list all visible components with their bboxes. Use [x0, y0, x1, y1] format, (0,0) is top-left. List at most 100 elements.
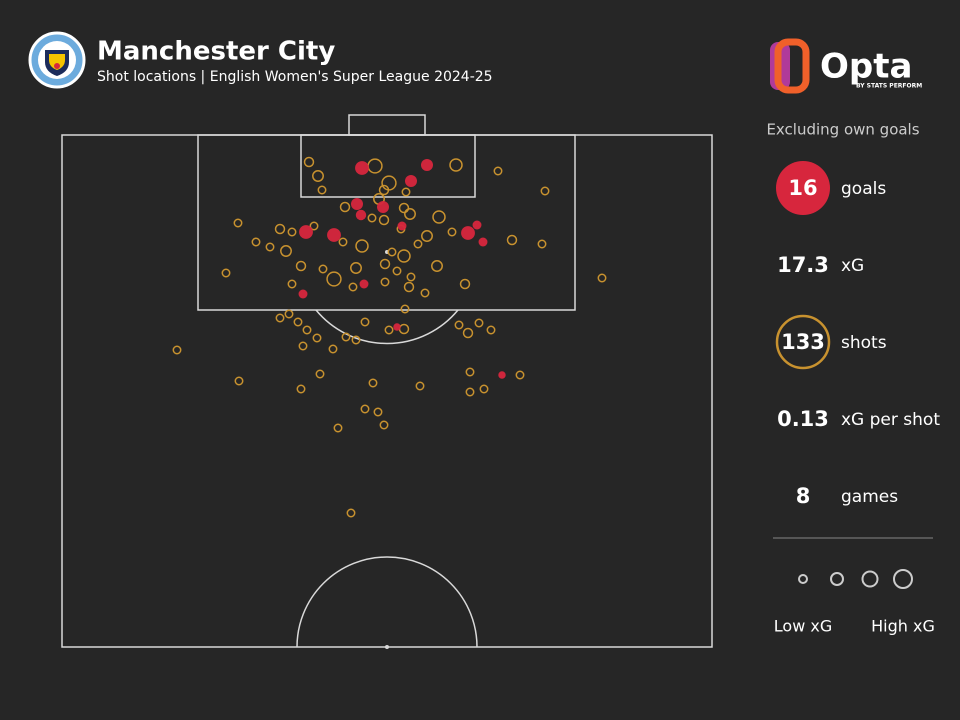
shot-marker: [397, 249, 411, 263]
shot-marker: [367, 213, 377, 223]
shot-marker: [401, 187, 411, 197]
size-legend: Low xG High xG: [774, 569, 935, 636]
goal-marker: [377, 201, 389, 213]
shot-marker: [493, 166, 503, 176]
stat-value: 8: [796, 484, 811, 508]
goal-marker: [421, 159, 433, 171]
shot-marker: [479, 384, 489, 394]
shot-marker: [459, 278, 471, 290]
stat-value: 133: [781, 330, 825, 354]
shot-marker: [360, 404, 370, 414]
shot-marker: [338, 237, 348, 247]
shot-marker: [447, 227, 457, 237]
shot-marker: [315, 369, 325, 379]
shot-marker: [172, 345, 182, 355]
shot-marker: [280, 245, 292, 257]
shot-marker: [413, 239, 423, 249]
shot-marker: [367, 158, 383, 174]
goal-marker: [498, 371, 506, 379]
stat-value: 17.3: [777, 253, 829, 277]
shot-marker: [233, 218, 243, 228]
chart-subtitle: Shot locations | English Women's Super L…: [97, 69, 493, 85]
shot-marker: [251, 237, 261, 247]
shot-marker: [597, 273, 607, 283]
goals-badge: [776, 161, 830, 215]
shot-marker: [328, 344, 338, 354]
stat-label: shots: [841, 333, 887, 353]
shot-marker: [312, 170, 324, 182]
shot-marker: [346, 508, 356, 518]
brand-tagline: BY STATS PERFORM: [856, 83, 922, 90]
shot-marker: [381, 175, 397, 191]
shot-marker: [303, 156, 315, 168]
goal-marker: [397, 221, 407, 231]
shot-marker: [378, 214, 390, 226]
shot-marker: [400, 304, 410, 314]
goal-marker: [461, 226, 475, 240]
shot-marker: [317, 185, 327, 195]
shot-marker: [421, 230, 433, 242]
goal-marker: [355, 161, 369, 175]
shot-marker: [351, 335, 361, 345]
shot-marker: [474, 318, 484, 328]
shot-marker: [368, 378, 378, 388]
shot-marker: [298, 341, 308, 351]
shot-marker: [302, 325, 312, 335]
goal-marker: [478, 237, 488, 247]
shot-marker: [384, 325, 394, 335]
goal-marker: [472, 220, 482, 230]
goal-marker: [298, 289, 308, 299]
shot-marker: [339, 201, 351, 213]
shot-marker: [380, 277, 390, 287]
shot-marker: [309, 221, 319, 231]
club-badge: [28, 31, 86, 89]
shots-badge: [775, 314, 831, 370]
goal-marker: [405, 175, 417, 187]
shot-marker: [415, 381, 425, 391]
brand-name: Opta: [820, 47, 912, 87]
shot-marker: [296, 384, 306, 394]
goal-marker: [355, 209, 367, 221]
shot-marker: [265, 242, 275, 252]
shot-marker: [432, 210, 446, 224]
shot-marker: [333, 423, 343, 433]
shot-marker: [312, 333, 322, 343]
shot-marker: [373, 407, 383, 417]
shot-marker: [293, 317, 303, 327]
shot-marker: [360, 317, 370, 327]
shot-marker: [387, 247, 397, 257]
shot-marker: [284, 309, 294, 319]
shot-marker: [350, 262, 362, 274]
shot-marker: [274, 223, 286, 235]
shot-marker: [403, 281, 415, 293]
goal-marker: [359, 279, 369, 289]
shot-marker: [404, 208, 416, 220]
shot-marker: [318, 264, 328, 274]
shot-marker: [398, 202, 410, 214]
shot-marker: [287, 279, 297, 289]
shot-marker: [431, 260, 443, 272]
shot-marker: [486, 325, 496, 335]
shot-marker: [540, 186, 550, 196]
goal-marker: [299, 225, 313, 239]
shot-marker: [221, 268, 231, 278]
shot-marker: [406, 272, 416, 282]
shot-marker: [449, 158, 463, 172]
stat-value: 16: [788, 176, 817, 200]
shot-marker: [348, 282, 358, 292]
shot-marker: [379, 258, 391, 270]
stat-label: goals: [841, 179, 886, 199]
shot-marker: [465, 387, 475, 397]
shot-marker: [379, 420, 389, 430]
shot-marker: [465, 367, 475, 377]
stat-label: xG per shot: [841, 410, 940, 430]
stat-value: 0.13: [777, 407, 829, 431]
brand-logo: Opta BY STATS PERFORM: [770, 38, 922, 94]
shot-marker: [326, 271, 342, 287]
shot-marker: [420, 288, 430, 298]
stat-label: games: [841, 487, 898, 507]
shot-marker: [454, 320, 464, 330]
shot-marker: [234, 376, 244, 386]
shot-marker: [392, 266, 402, 276]
